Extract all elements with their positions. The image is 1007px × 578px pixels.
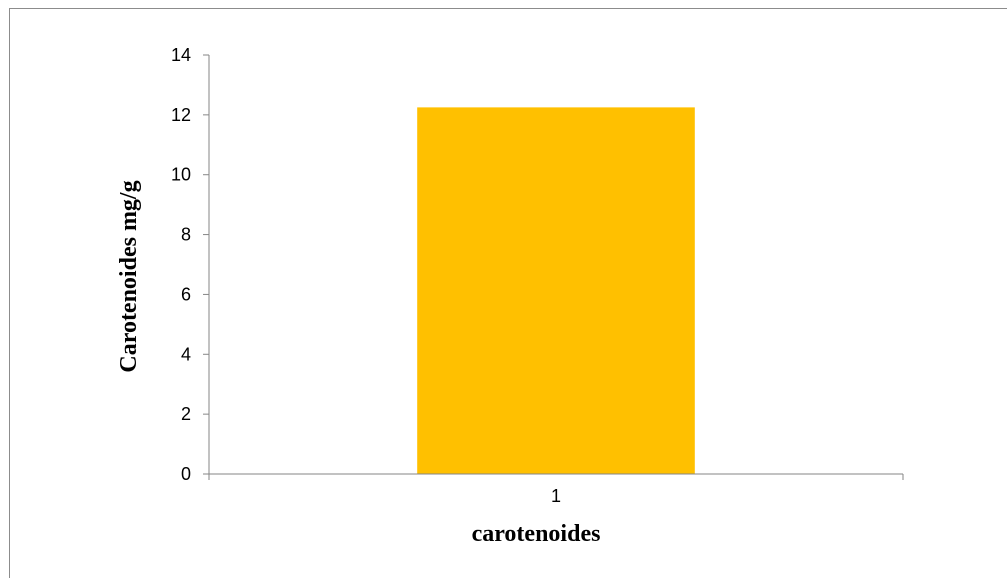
y-axis-ticks: 0 2 4 6 8 10 12 14 <box>171 45 209 484</box>
y-tick-label: 0 <box>181 464 191 484</box>
x-axis-ticks: 1 <box>208 474 904 506</box>
y-axis-title: Carotenoides mg/g <box>116 180 142 372</box>
y-tick-label: 12 <box>171 105 191 125</box>
x-axis-title: carotenoides <box>472 521 601 547</box>
y-tick-label: 14 <box>171 45 191 65</box>
y-tick-label: 10 <box>171 165 191 185</box>
bar <box>417 107 695 474</box>
y-tick-label: 6 <box>181 284 191 304</box>
y-tick-label: 8 <box>181 225 191 245</box>
y-tick-label: 4 <box>181 344 191 364</box>
bars <box>417 107 695 474</box>
chart-frame <box>9 8 1007 578</box>
y-tick-label: 2 <box>181 404 191 424</box>
x-tick-label: 1 <box>551 486 561 506</box>
